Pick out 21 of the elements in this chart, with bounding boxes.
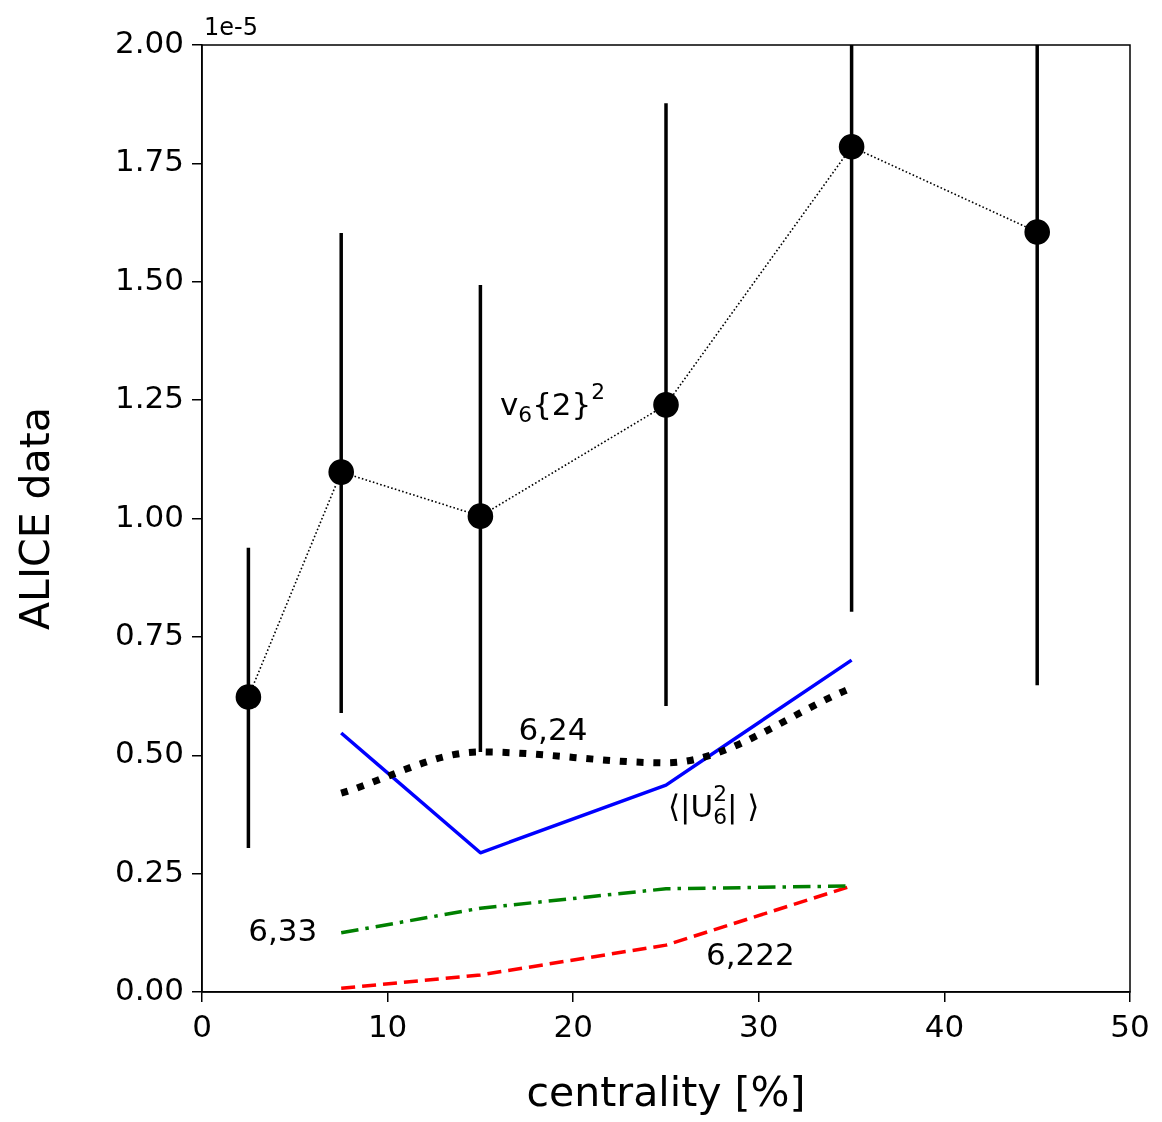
y-tick-label: 0.50: [114, 734, 184, 771]
y-tick-label: 1.75: [114, 142, 184, 179]
x-tick-label: 20: [553, 1007, 593, 1044]
series-label: 6,24: [518, 710, 588, 747]
x-axis-title: centrality [%]: [526, 1068, 806, 1117]
x-tick-label: 0: [192, 1007, 212, 1044]
y-tick-label: 0.25: [114, 852, 184, 889]
x-tick-label: 50: [1110, 1007, 1150, 1044]
series-label: 6,222: [706, 936, 795, 973]
y-tick-label: 2.00: [114, 24, 184, 61]
y-axis-title: ALICE data: [11, 407, 60, 630]
x-tick-label: 30: [739, 1007, 779, 1044]
y-tick-label: 1.25: [114, 379, 184, 416]
y-tick-label: 1.00: [114, 497, 184, 534]
x-tick-label: 10: [367, 1007, 408, 1044]
y-tick-label: 0.75: [114, 615, 184, 652]
series-label: 6,33: [248, 911, 318, 948]
y-tick-label: 0.00: [114, 971, 184, 1008]
text: 1e-5: [204, 13, 258, 42]
y-tick-label: 1.50: [114, 260, 184, 297]
x-tick-label: 40: [924, 1007, 965, 1044]
